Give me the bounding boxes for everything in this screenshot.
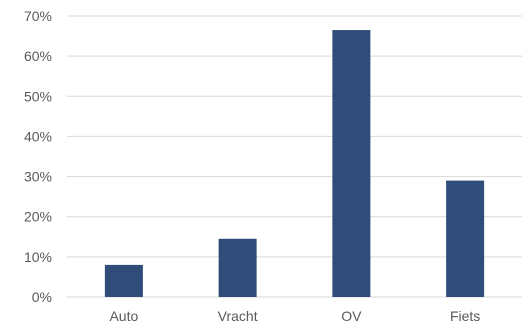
category-label-ov: OV bbox=[341, 308, 362, 324]
bar-auto bbox=[104, 264, 143, 297]
x-axis-category-labels: Auto Vracht OV Fiets bbox=[109, 308, 480, 324]
y-tick-label: 60% bbox=[24, 48, 52, 64]
bar-vracht bbox=[218, 238, 257, 297]
bar-fiets bbox=[446, 180, 485, 297]
y-tick-label: 50% bbox=[24, 88, 52, 104]
y-tick-label: 30% bbox=[24, 169, 52, 185]
category-label-vracht: Vracht bbox=[218, 308, 258, 324]
y-tick-label: 10% bbox=[24, 249, 52, 265]
category-label-auto: Auto bbox=[109, 308, 138, 324]
y-tick-label: 0% bbox=[32, 289, 52, 305]
grid-layer bbox=[67, 15, 522, 298]
bars bbox=[104, 30, 485, 298]
category-label-fiets: Fiets bbox=[450, 308, 480, 324]
y-tick-label: 20% bbox=[24, 209, 52, 225]
bar-ov bbox=[332, 30, 371, 298]
y-axis-tick-labels: 0% 10% 20% 30% 40% 50% 60% 70% bbox=[24, 8, 52, 305]
y-tick-label: 70% bbox=[24, 8, 52, 24]
y-tick-label: 40% bbox=[24, 128, 52, 144]
